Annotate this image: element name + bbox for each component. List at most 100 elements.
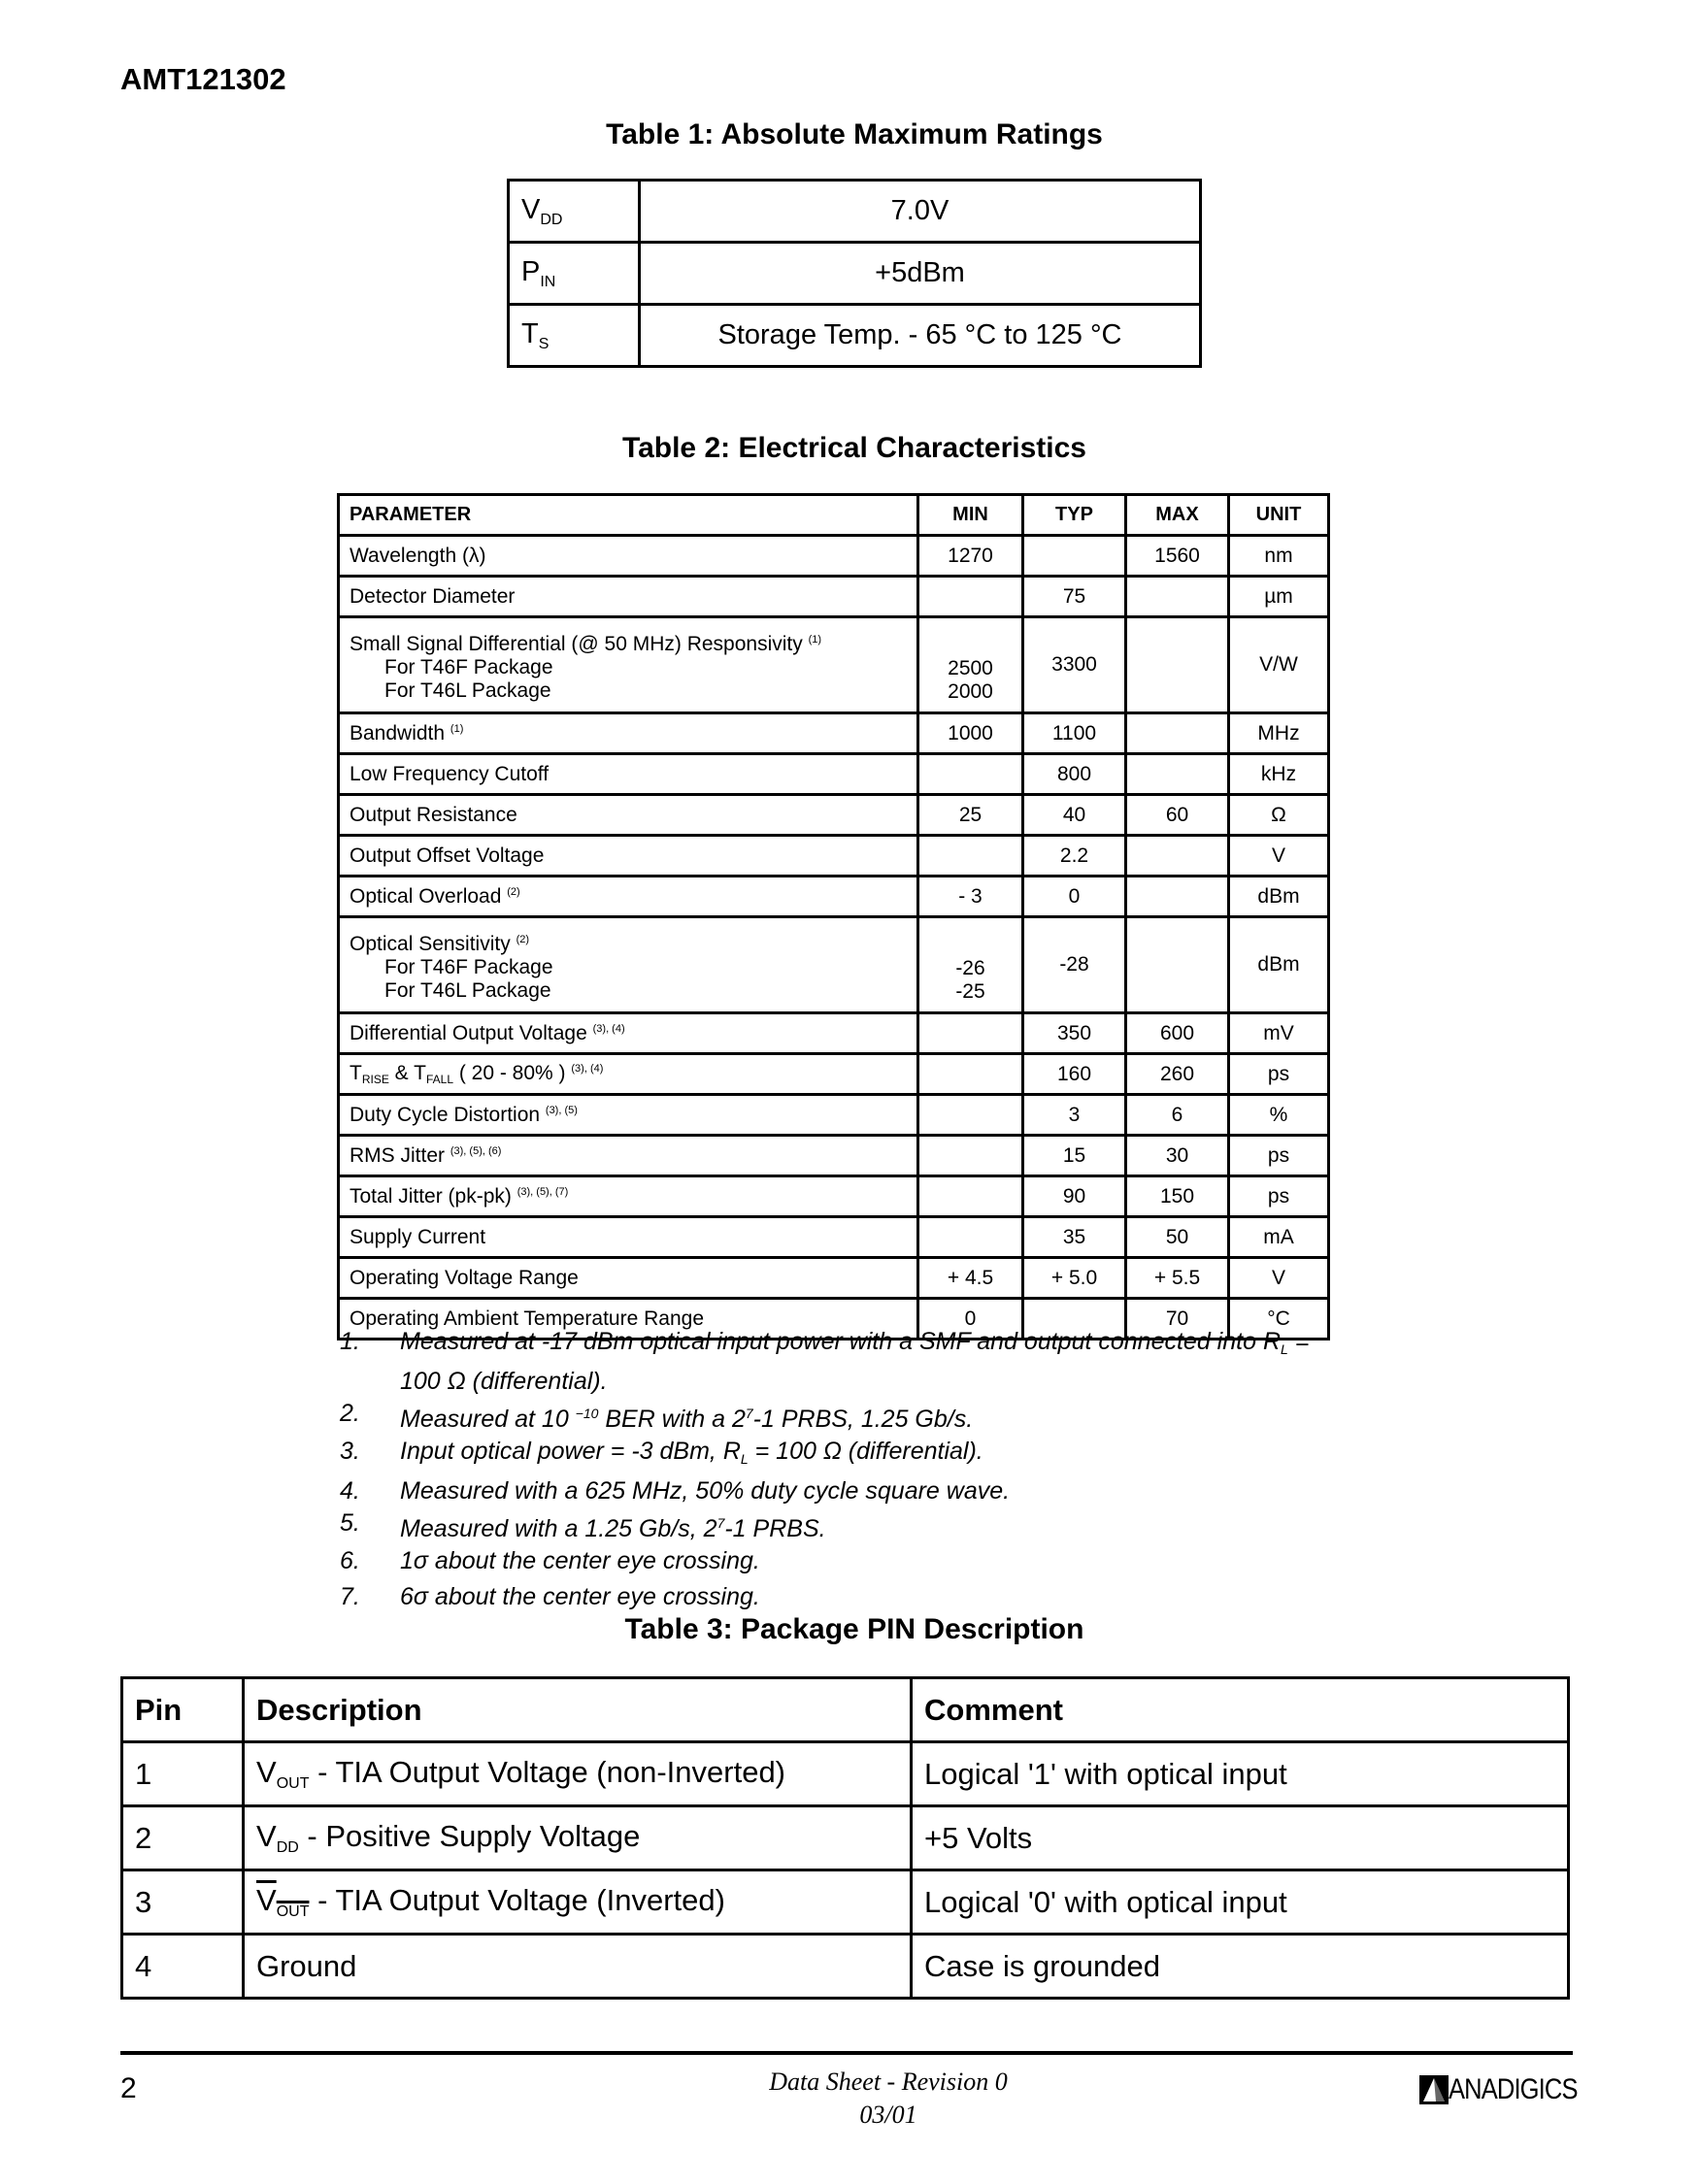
max-cell — [1124, 834, 1230, 877]
parameter-name: Wavelength (λ) — [350, 544, 486, 567]
parameter-cell: Supply Current — [337, 1215, 919, 1259]
signal-symbol: VOUT — [256, 1883, 309, 1920]
comment: Case is grounded — [924, 1948, 1160, 1983]
table-row: 1 VOUT - TIA Output Voltage (non-Inverted… — [120, 1740, 1570, 1807]
typ-cell: 160 — [1021, 1052, 1127, 1096]
table-row: Detector Diameter 75 µm — [337, 575, 1330, 618]
min-cell — [916, 1052, 1024, 1096]
max-cell — [1124, 752, 1230, 796]
signal-symbol: VOUT — [256, 1755, 310, 1792]
parameter-name: Small Signal Differential (@ 50 MHz) Res… — [350, 632, 803, 655]
min-cell — [916, 752, 1024, 796]
typ-cell: 800 — [1021, 752, 1127, 796]
unit-cell: °C — [1227, 1297, 1330, 1340]
max-cell — [1124, 711, 1230, 755]
unit-cell: dBm — [1227, 915, 1330, 1014]
comment: Logical '0' with optical input — [924, 1884, 1287, 1919]
note-number: 2. — [340, 1400, 360, 1427]
parameter-cell: Differential Output Voltage (3), (4) — [337, 1011, 919, 1055]
symbol: V — [256, 1819, 277, 1853]
min-cell: 1270 — [916, 534, 1024, 578]
symbol-subscript: DD — [540, 211, 563, 228]
table-row: Supply Current 35 50 mA — [337, 1215, 1330, 1259]
table-row: Optical Overload (2) - 3 0 dBm — [337, 875, 1330, 918]
table-row: Optical Sensitivity (2) For T46F Package F… — [337, 915, 1330, 1014]
parameter-name: Optical Sensitivity — [350, 932, 511, 955]
note-text: Measured at 10 — [400, 1406, 576, 1433]
note-number: 7. — [340, 1583, 360, 1610]
unit-cell: mA — [1227, 1215, 1330, 1259]
footnote: 7. 6σ about the center eye crossing. — [340, 1581, 1340, 1613]
table1-title: Table 1: Absolute Maximum Ratings — [606, 118, 1103, 150]
note-text: Input optical power = -3 dBm, R — [400, 1438, 741, 1465]
parameter-text: ( 20 - 80% ) — [453, 1062, 566, 1084]
max-value: 50 — [1165, 1225, 1189, 1248]
value: Storage Temp. - 65 °C to 125 °C — [717, 319, 1122, 350]
footnote-ref: (1) — [450, 722, 464, 735]
unit: dBm — [1257, 884, 1300, 908]
pin-number: 4 — [135, 1948, 152, 1983]
comment: Logical '1' with optical input — [924, 1756, 1287, 1791]
unit-cell: mV — [1227, 1011, 1330, 1055]
typ-cell: 40 — [1021, 793, 1127, 837]
parameter-name: T — [350, 1062, 362, 1084]
min-value-line: -25 — [955, 980, 985, 1003]
footer-revision: Data Sheet - Revision 0 03/01 — [0, 2066, 1699, 2132]
max-value: 600 — [1159, 1021, 1195, 1044]
parameter-subline: For T46F Package — [384, 655, 553, 678]
parameter-name: Duty Cycle Distortion — [350, 1103, 541, 1126]
table-row: PIN +5dBm — [507, 241, 1202, 306]
max-value: 60 — [1165, 803, 1189, 826]
symbol-subscript: OUT — [276, 1775, 310, 1792]
column-header: Comment — [910, 1676, 1570, 1743]
table-row: Differential Output Voltage (3), (4) 350… — [337, 1011, 1330, 1055]
pin-number: 3 — [135, 1884, 152, 1919]
unit-cell: MHz — [1227, 711, 1330, 755]
footnote-ref: (3), (5), (7) — [516, 1185, 569, 1198]
max-cell: 6 — [1124, 1093, 1230, 1137]
unit-cell: V — [1227, 834, 1330, 877]
superscript: 7 — [745, 1406, 753, 1421]
table-row: RMS Jitter (3), (5), (6) 15 30 ps — [337, 1134, 1330, 1177]
table-row: 3 VOUT - TIA Output Voltage (Inverted) Log… — [120, 1869, 1570, 1936]
logo-text: ANADIGICS — [1449, 2073, 1578, 2105]
subscript: L — [1281, 1341, 1288, 1357]
min-cell: 0 — [916, 1297, 1024, 1340]
typ-cell: -28 — [1021, 915, 1127, 1014]
unit-cell: V — [1227, 1256, 1330, 1300]
note-number: 6. — [340, 1547, 360, 1574]
unit-cell: V/W — [1227, 615, 1330, 714]
typ-value: 0 — [1068, 884, 1081, 908]
parameter-subline: For T46F Package — [384, 955, 553, 978]
min-cell — [916, 1011, 1024, 1055]
unit-cell: ps — [1227, 1052, 1330, 1096]
parameter-cell: Low Frequency Cutoff — [337, 752, 919, 796]
min-value-line: 2000 — [948, 680, 993, 703]
table-row: 4 Ground Case is grounded — [120, 1933, 1570, 2000]
max-cell: 600 — [1124, 1011, 1230, 1055]
typ-cell: 1100 — [1021, 711, 1127, 755]
pin-cell: 4 — [120, 1933, 245, 2000]
min-cell: + 4.5 — [916, 1256, 1024, 1300]
unit: % — [1269, 1103, 1288, 1126]
unit: dBm — [1257, 953, 1300, 976]
unit: ps — [1267, 1062, 1290, 1085]
table-row: Small Signal Differential (@ 50 MHz) Res… — [337, 615, 1330, 714]
symbol: V — [521, 193, 541, 225]
electrical-characteristics-table: PARAMETER MIN TYP MAX UNIT Wavelength (λ) 12… — [337, 493, 1330, 1340]
footnote-ref: (3), (4) — [592, 1022, 625, 1035]
footnotes: 1. Measured at -17 dBm optical input powe… — [340, 1326, 1340, 1613]
description-cell: Ground — [242, 1933, 913, 2000]
parameter-cell: Optical Overload (2) — [337, 875, 919, 918]
parameter-name: Optical Overload — [350, 884, 502, 908]
parameter-name: Differential Output Voltage — [350, 1021, 587, 1044]
subscript: RISE — [361, 1073, 389, 1086]
parameter-cell: TRISE & TFALL ( 20 - 80% ) (3), (4) — [337, 1052, 919, 1096]
symbol-subscript: DD — [276, 1839, 299, 1856]
max-cell — [1124, 575, 1230, 618]
max-cell: 30 — [1124, 1134, 1230, 1177]
symbol: P — [521, 255, 541, 287]
footer-divider — [120, 2051, 1573, 2055]
note-text: Measured at -17 dBm optical input power … — [400, 1328, 1281, 1355]
footnote: 4. Measured with a 625 MHz, 50% duty cycl… — [340, 1475, 1340, 1507]
